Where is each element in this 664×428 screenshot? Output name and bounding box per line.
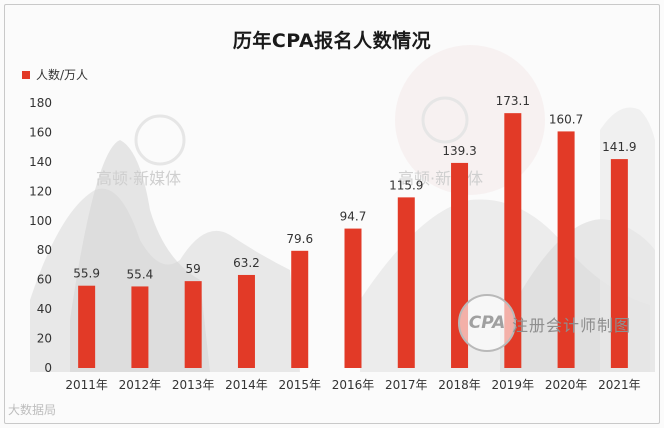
x-tick-label: 2014年	[225, 378, 268, 392]
media-watermark: 高顿·新媒体	[96, 169, 182, 188]
x-tick-label: 2012年	[119, 378, 162, 392]
x-tick-label: 2020年	[545, 378, 588, 392]
data-label: 94.7	[340, 210, 367, 224]
data-label: 55.4	[127, 267, 154, 281]
x-tick-label: 2011年	[65, 378, 108, 392]
bar	[184, 281, 202, 368]
x-tick-label: 2019年	[492, 378, 535, 392]
y-tick-label: 60	[37, 273, 52, 287]
legend: 人数/万人	[22, 66, 88, 83]
cpa-logo-watermark: CPA	[458, 294, 516, 352]
bar	[610, 159, 628, 368]
data-label: 115.9	[389, 178, 423, 192]
y-tick-label: 0	[44, 361, 52, 375]
x-tick-label: 2021年	[598, 378, 641, 392]
data-label: 79.6	[286, 232, 313, 246]
x-tick-label: 2016年	[332, 378, 375, 392]
x-tick-label: 2013年	[172, 378, 215, 392]
bar	[344, 228, 362, 368]
y-tick-label: 120	[29, 184, 52, 198]
bar	[78, 285, 96, 368]
bar	[557, 131, 575, 368]
data-label: 59	[186, 262, 201, 276]
y-tick-label: 160	[29, 125, 52, 139]
data-label: 173.1	[496, 94, 530, 108]
data-label: 139.3	[442, 144, 476, 158]
data-label: 160.7	[549, 112, 583, 126]
source-watermark: 大数据局	[8, 403, 57, 417]
x-tick-label: 2015年	[278, 378, 321, 392]
y-tick-label: 20	[37, 332, 52, 346]
y-tick-label: 80	[37, 243, 52, 257]
chart-title: 历年CPA报名人数情况	[232, 30, 432, 52]
y-tick-label: 180	[29, 96, 52, 110]
legend-label: 人数/万人	[36, 68, 89, 82]
frame-border	[4, 4, 660, 424]
data-label: 55.9	[73, 267, 100, 281]
stamp-watermark: 注册会计师制图	[512, 316, 632, 335]
y-tick-label: 100	[29, 214, 52, 228]
legend-swatch	[22, 70, 30, 79]
y-tick-label: 140	[29, 155, 52, 169]
bar	[237, 274, 255, 368]
x-tick-label: 2017年	[385, 378, 428, 392]
bar	[397, 197, 415, 368]
data-label: 141.9	[602, 140, 636, 154]
data-label: 63.2	[233, 256, 260, 270]
x-tick-label: 2018年	[438, 378, 481, 392]
cpa-logo-text: CPA	[468, 313, 506, 333]
y-tick-label: 40	[37, 302, 52, 316]
bar	[291, 250, 309, 368]
bar	[131, 286, 149, 368]
